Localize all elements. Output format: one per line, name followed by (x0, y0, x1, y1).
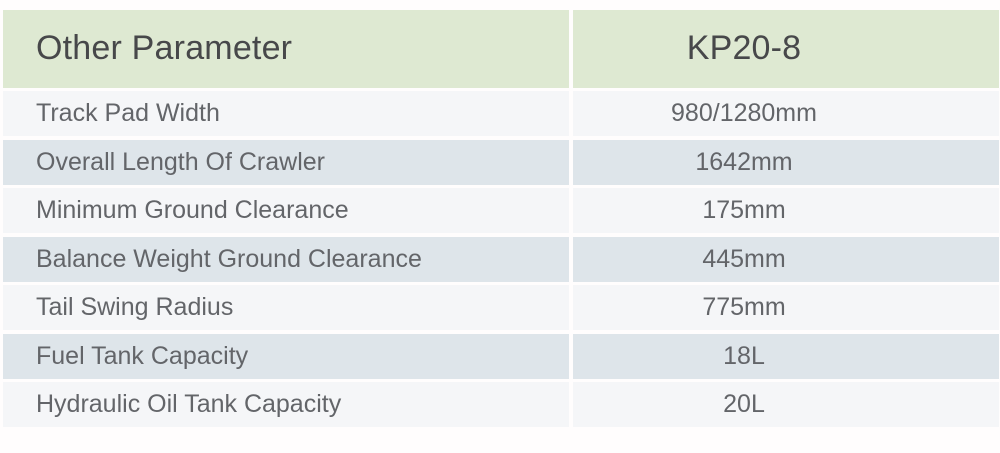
row-label-cell: Minimum Ground Clearance (3, 188, 569, 233)
header-parameter-cell: Other Parameter (3, 9, 569, 88)
row-label: Tail Swing Radius (36, 293, 234, 321)
row-value: 445mm (702, 244, 786, 273)
row-value: 775mm (702, 293, 786, 321)
table-row-overall-length: Overall Length Of Crawler 1642mm (3, 139, 999, 185)
row-label-cell: Overall Length Of Crawler (3, 139, 569, 185)
table-row-fuel-tank-capacity: Fuel Tank Capacity 18L (3, 333, 999, 379)
header-model-cell: KP20-8 (573, 9, 999, 88)
row-label-cell: Tail Swing Radius (3, 285, 569, 330)
row-value-cell: 18L (573, 333, 999, 379)
row-label-cell: Track Pad Width (3, 91, 569, 136)
row-label-cell: Hydraulic Oil Tank Capacity (3, 382, 569, 427)
row-label: Overall Length Of Crawler (36, 147, 326, 176)
row-label: Track Pad Width (36, 99, 220, 127)
row-label: Balance Weight Ground Clearance (36, 244, 422, 273)
row-value: 20L (723, 390, 765, 418)
table-row-hydraulic-oil-tank-capacity: Hydraulic Oil Tank Capacity 20L (3, 382, 999, 427)
row-value-cell: 775mm (573, 285, 999, 330)
row-label: Hydraulic Oil Tank Capacity (36, 390, 342, 418)
row-value: 980/1280mm (671, 99, 817, 127)
table-title: Other Parameter (36, 29, 293, 67)
spec-table: Other Parameter KP20-8 Track Pad Width 9… (3, 9, 999, 431)
row-label: Fuel Tank Capacity (36, 341, 249, 370)
row-value: 18L (723, 341, 765, 370)
row-value-cell: 980/1280mm (573, 91, 999, 136)
model-name: KP20-8 (686, 29, 802, 67)
row-label-cell: Balance Weight Ground Clearance (3, 236, 569, 282)
table-row-min-ground-clearance: Minimum Ground Clearance 175mm (3, 188, 999, 233)
row-value: 175mm (702, 196, 786, 224)
row-value-cell: 1642mm (573, 139, 999, 185)
table-row-balance-weight-clearance: Balance Weight Ground Clearance 445mm (3, 236, 999, 282)
table-header-row: Other Parameter KP20-8 (3, 9, 999, 88)
row-label-cell: Fuel Tank Capacity (3, 333, 569, 379)
row-value-cell: 175mm (573, 188, 999, 233)
row-value-cell: 20L (573, 382, 999, 427)
table-row-tail-swing-radius: Tail Swing Radius 775mm (3, 285, 999, 330)
row-value-cell: 445mm (573, 236, 999, 282)
row-value: 1642mm (695, 147, 793, 176)
row-label: Minimum Ground Clearance (36, 196, 349, 224)
table-row-track-pad-width: Track Pad Width 980/1280mm (3, 91, 999, 136)
